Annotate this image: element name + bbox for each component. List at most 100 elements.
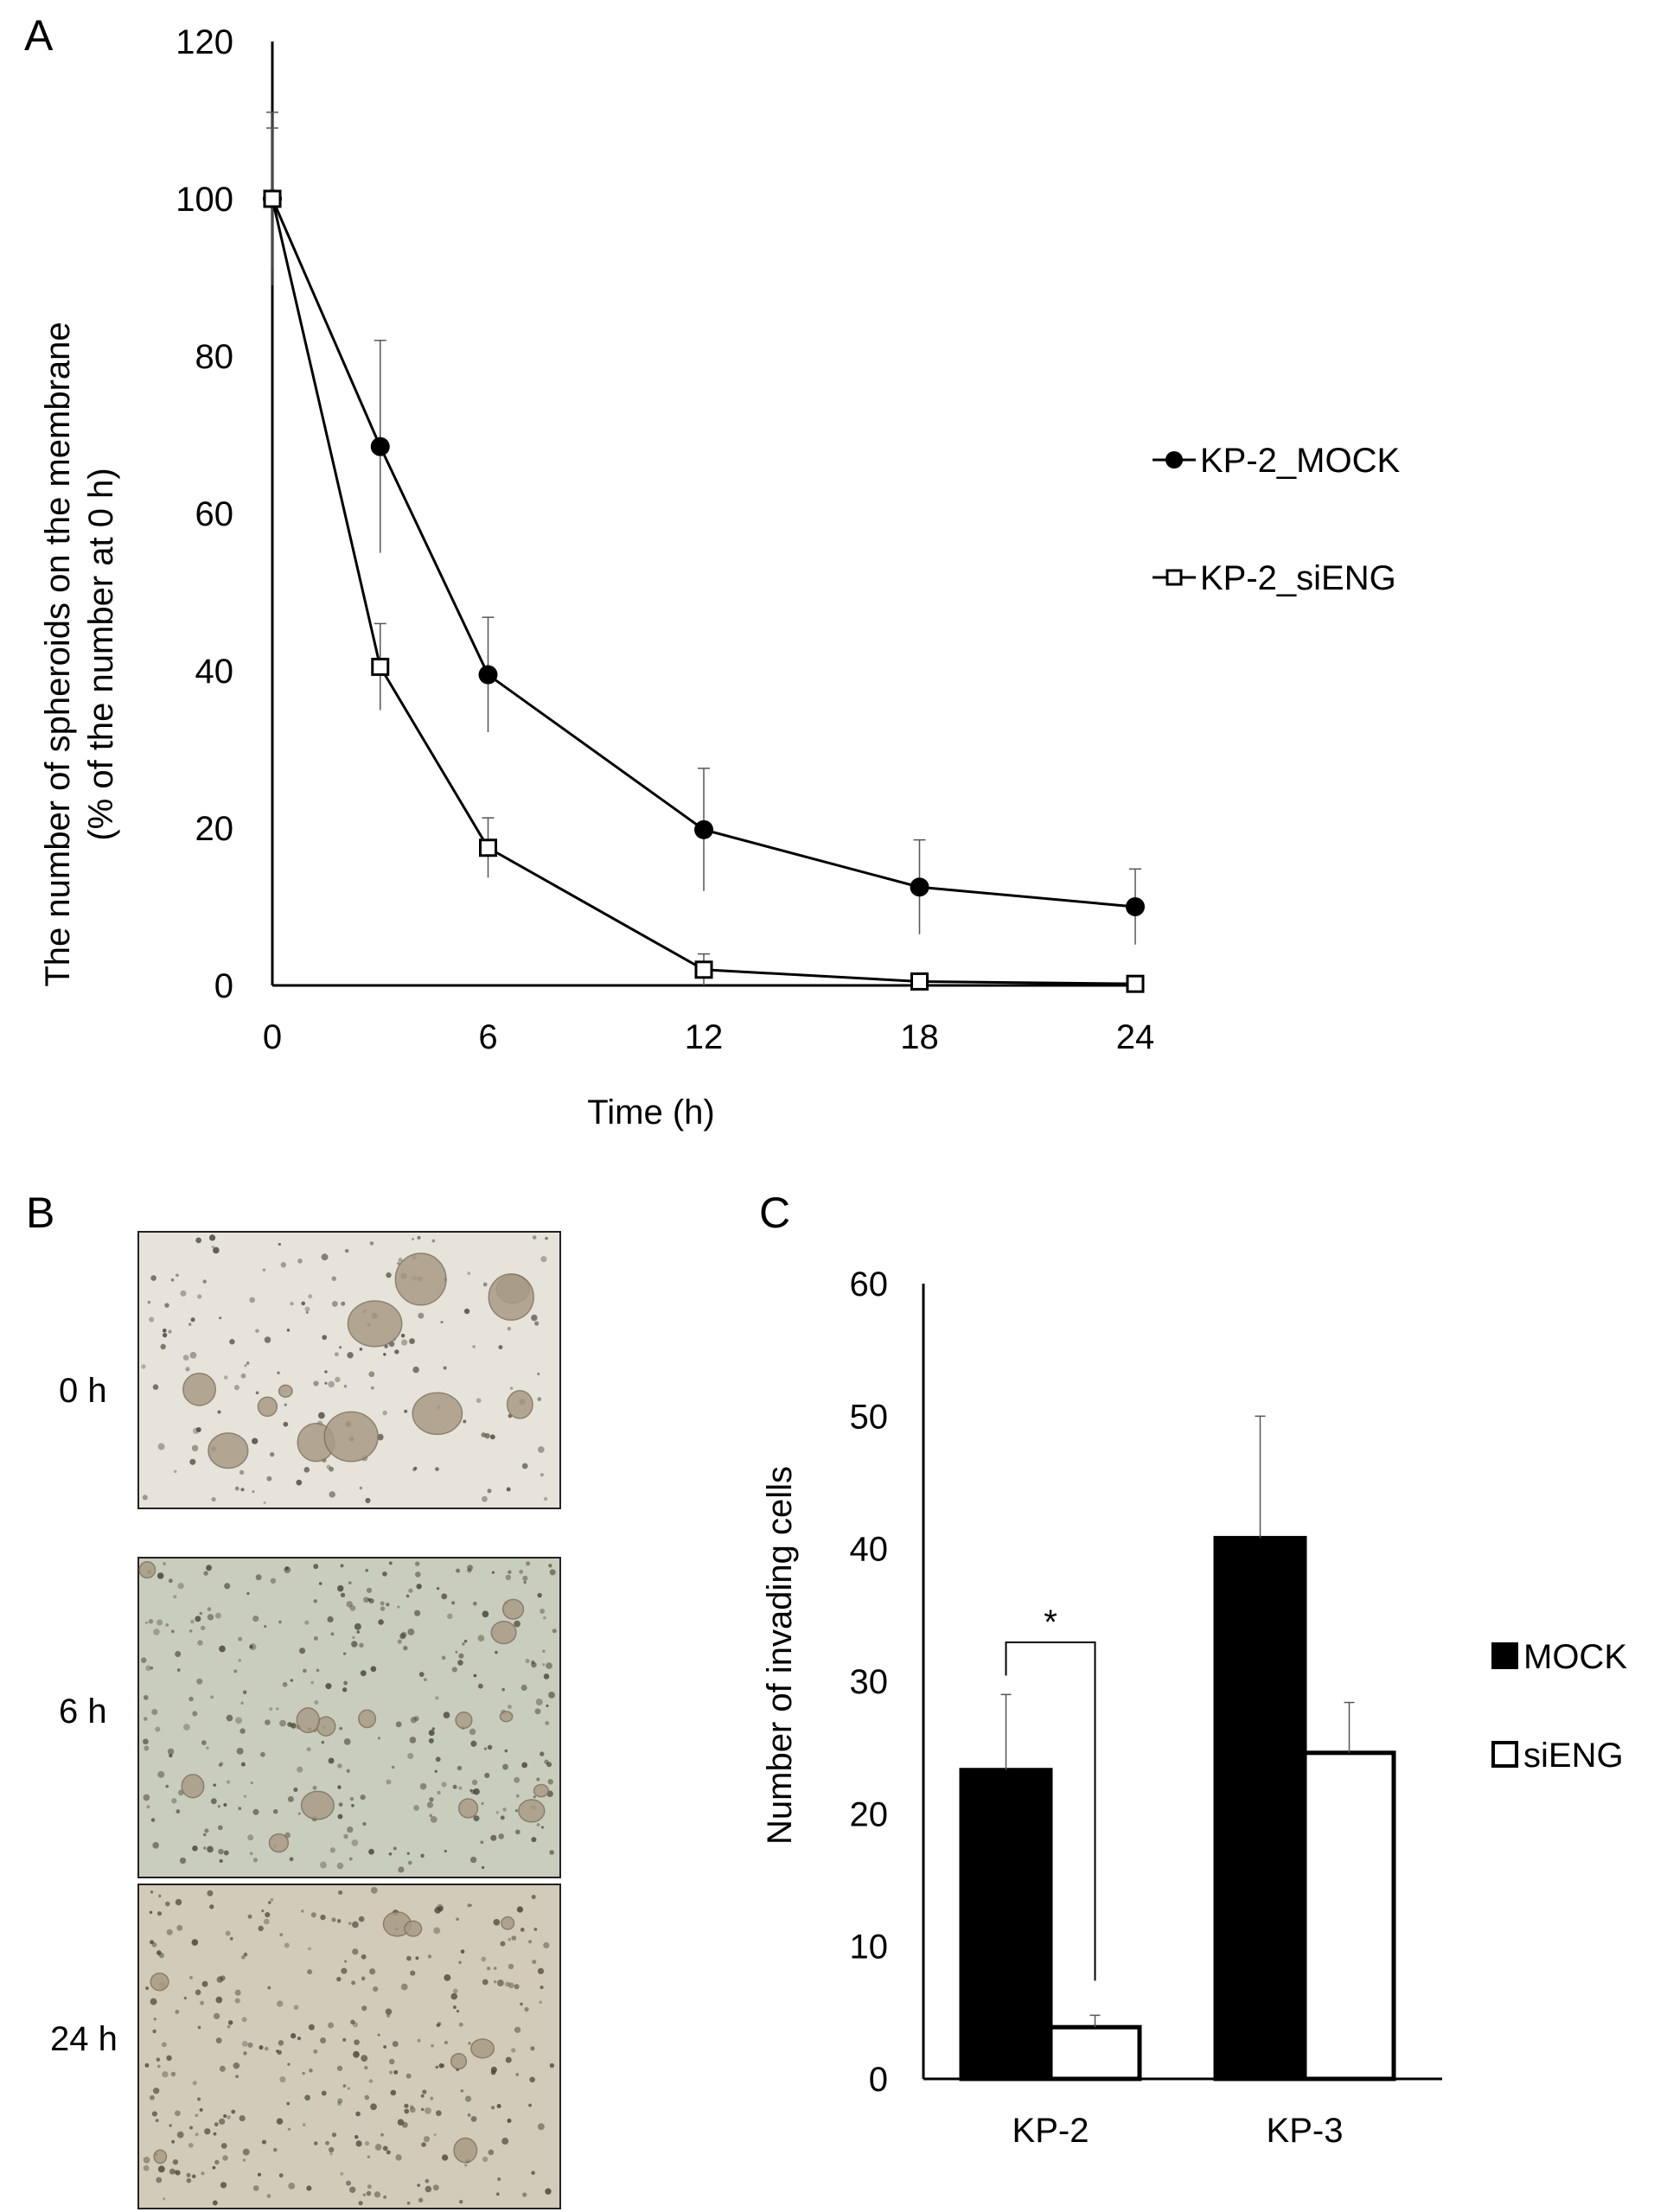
spheroid — [150, 1972, 169, 1992]
spheroid — [138, 1560, 156, 1579]
chart-c-bracket-line — [1005, 1641, 1096, 1981]
micrograph-time-label: 6 h — [59, 1692, 107, 1731]
chart-a-y-axis-label-line-2: (% of the number at 0 h) — [82, 468, 120, 840]
chart-a-point — [694, 819, 713, 839]
spheroid — [394, 1253, 447, 1306]
spheroid — [501, 1598, 525, 1620]
chart-a-point — [1126, 974, 1145, 993]
chart-a-legend-entry: KP-2_MOCK — [1153, 442, 1400, 480]
chart-a-y-axis-label-line-1: The number of spheroids on the membrane — [39, 322, 77, 986]
spheroid — [518, 1799, 546, 1823]
chart-c-y-tick-label: 0 — [869, 2061, 888, 2099]
spheroid — [488, 1273, 534, 1321]
chart-c-y-axis-label: Number of invading cells — [761, 1466, 799, 1845]
spheroid — [501, 1916, 515, 1930]
chart-a-point — [910, 972, 929, 991]
spheroid — [347, 1300, 403, 1348]
chart-a-legend-entry: KP-2_siENG — [1153, 559, 1396, 597]
spheroid — [182, 1373, 217, 1406]
chart-a-x-tick-label: 24 — [1116, 1018, 1155, 1056]
chart-a-point — [370, 437, 390, 456]
spheroid — [533, 1783, 549, 1798]
spheroid — [506, 1390, 533, 1419]
micrograph-24h — [137, 1884, 561, 2209]
chart-c-y-tick-label: 10 — [850, 1928, 889, 1967]
spheroid — [455, 1712, 473, 1730]
spheroid — [323, 1411, 379, 1463]
micrograph-time-label: 0 h — [59, 1372, 107, 1410]
micrograph-frame — [137, 1557, 561, 1878]
micrograph-cells — [140, 1561, 557, 1873]
chart-c-bar-sieng-kp-3 — [1302, 1750, 1396, 2081]
chart-c-y-tick-label: 60 — [850, 1265, 889, 1304]
chart-c-legend-swatch — [1491, 1741, 1518, 1768]
panel-c-label: C — [759, 1189, 790, 1237]
chart-a-y-tick-label: 100 — [176, 181, 233, 219]
spheroid — [278, 1384, 293, 1399]
chart-c-legend-entry: MOCK — [1491, 1638, 1627, 1676]
bar-chart-invading-cells: 0 10 20 30 40 50 60 KP-2 KP-3 * Number of invadi… — [761, 1265, 1627, 2150]
chart-a-legend-label: KP-2_siENG — [1200, 559, 1396, 597]
chart-a-y-tick-label: 20 — [195, 810, 234, 848]
chart-c-legend-entry: siENG — [1491, 1737, 1624, 1775]
chart-a-point — [478, 665, 498, 685]
chart-a-series — [263, 112, 1145, 993]
spheroid — [453, 2137, 478, 2164]
chart-a-legend-label: KP-2_MOCK — [1200, 442, 1400, 480]
panel-a-label: A — [24, 11, 54, 60]
chart-a-y-tick-label: 80 — [195, 338, 234, 376]
spheroid — [208, 1432, 249, 1469]
chart-a-legend: KP-2_MOCK KP-2_siENG — [1153, 442, 1400, 597]
spheroid — [300, 1790, 335, 1820]
chart-c-legend: MOCK siENG — [1491, 1638, 1627, 1775]
chart-a-y-tick-label: 120 — [176, 23, 233, 61]
spheroid — [499, 1711, 514, 1723]
chart-c-bar-mock-kp-2 — [959, 1768, 1053, 2081]
micrograph-time-label: 24 h — [50, 2020, 118, 2058]
chart-a-point — [694, 960, 713, 979]
chart-a-y-tick-label: 40 — [195, 653, 234, 691]
chart-a-x-tick-label: 6 — [478, 1018, 497, 1056]
chart-a-series-line — [271, 198, 1136, 908]
spheroid — [470, 2038, 495, 2059]
chart-c-bar-mock-kp-3 — [1213, 1535, 1307, 2081]
spheroid — [296, 1707, 321, 1734]
chart-c-legend-label: siENG — [1523, 1737, 1624, 1775]
chart-c-bars: * — [959, 1415, 1396, 2081]
chart-a-y-tick-label: 0 — [214, 967, 233, 1005]
chart-c-tick-labels: 0 10 20 30 40 50 60 KP-2 KP-3 — [850, 1265, 1344, 2150]
panel-b-label: B — [26, 1189, 54, 1237]
chart-a-legend-marker — [1165, 569, 1183, 586]
micrograph-0h — [137, 1231, 561, 1509]
chart-a-series-line — [271, 198, 1136, 985]
chart-c-category-label: KP-2 — [1012, 2112, 1089, 2150]
chart-c-y-tick-label: 20 — [850, 1795, 889, 1833]
chart-a-x-tick-label: 0 — [263, 1018, 282, 1056]
chart-c-legend-label: MOCK — [1523, 1638, 1627, 1676]
chart-c-significance-star: * — [1044, 1603, 1057, 1641]
chart-a-x-tick-label: 18 — [900, 1018, 939, 1056]
chart-a-point — [263, 189, 282, 208]
chart-a-x-tick-label: 12 — [685, 1018, 724, 1056]
chart-a-legend-marker — [1165, 451, 1183, 469]
chart-c-legend-swatch — [1491, 1642, 1518, 1669]
chart-c-bar-sieng-kp-2 — [1048, 2024, 1142, 2081]
spheroid — [257, 1396, 278, 1418]
chart-a-point — [1126, 897, 1145, 916]
spheroid — [358, 1709, 377, 1729]
chart-c-significance-bracket: * — [1005, 1603, 1096, 1981]
chart-a-point — [371, 657, 390, 676]
chart-a-series-sieng — [263, 127, 1145, 993]
line-chart-spheroids: 0 20 40 60 80 100 120 0 6 12 18 24 Time (h) The num… — [39, 23, 1400, 1131]
spheroid — [457, 1798, 479, 1819]
chart-a-x-axis-label: Time (h) — [587, 1093, 714, 1131]
spheroid — [268, 1833, 290, 1853]
chart-a-point — [910, 877, 929, 897]
spheroid — [153, 2149, 168, 2164]
micrograph-6h — [137, 1557, 561, 1878]
micrograph-frame — [137, 1884, 561, 2209]
chart-a-series-mock — [263, 112, 1145, 945]
chart-c-y-tick-label: 30 — [850, 1663, 889, 1701]
spheroid — [450, 2052, 468, 2070]
